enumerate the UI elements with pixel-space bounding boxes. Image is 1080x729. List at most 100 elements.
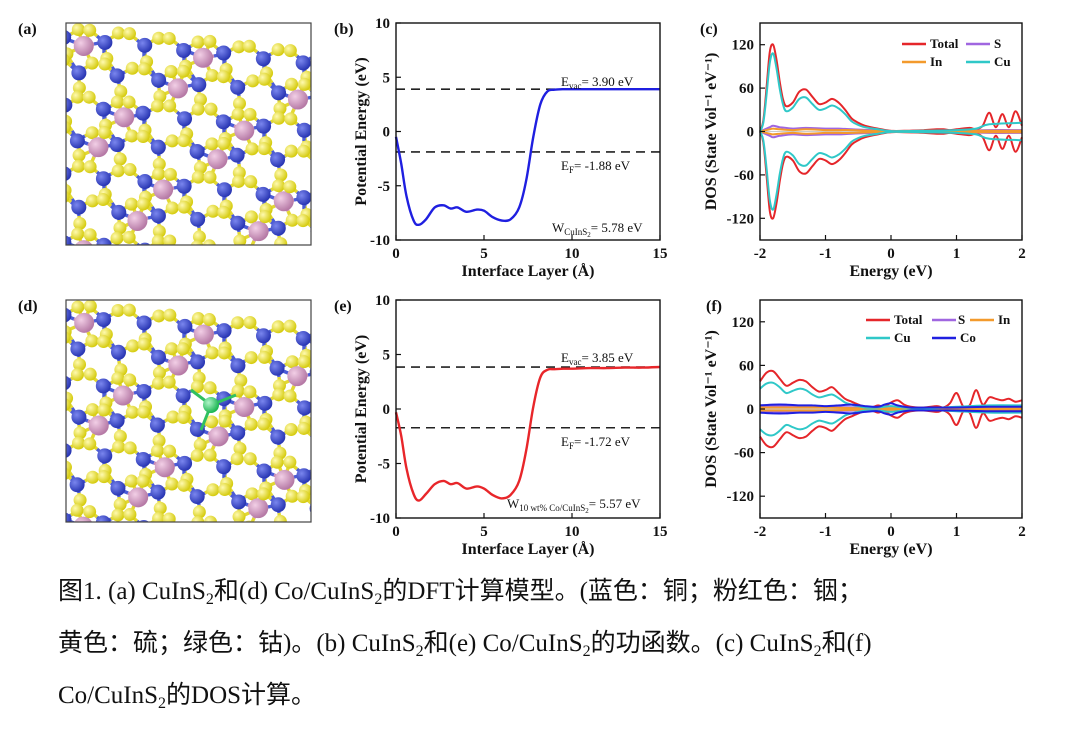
sulfur-atom	[244, 417, 258, 431]
y-tick-label-f: -120	[727, 489, 755, 505]
copper-atom	[69, 477, 85, 493]
copper-atom	[270, 429, 286, 445]
copper-atom	[255, 51, 271, 67]
indium-atom	[287, 89, 308, 110]
sulfur-atom	[113, 497, 127, 511]
sulfur-atom	[71, 90, 85, 104]
bond	[84, 525, 94, 527]
bond	[325, 224, 332, 228]
bond	[314, 547, 324, 551]
sulfur-atom	[311, 251, 324, 264]
bond	[224, 535, 225, 543]
x-tick-label-c: 0	[887, 246, 895, 262]
sulfur-atom	[297, 355, 311, 369]
sulfur-atom	[152, 366, 166, 380]
sulfur-atom	[165, 201, 179, 215]
sulfur-atom	[66, 398, 71, 412]
bond	[105, 254, 106, 262]
caption-line-2: 黄色：硫；绿色：钴)。(b) CuInS2和(e) Co/CuInS2的功函数。…	[58, 630, 872, 660]
sulfur-atom	[245, 142, 259, 156]
indium-atom	[74, 516, 93, 522]
sulfur-atom	[82, 90, 96, 104]
sulfur-atom	[274, 168, 288, 182]
sulfur-atom	[100, 533, 113, 546]
sulfur-atom	[284, 524, 297, 537]
bond	[66, 176, 67, 182]
bond	[315, 274, 324, 278]
sulfur-atom	[122, 27, 136, 41]
bond	[307, 372, 311, 377]
y-tick-label-c: -60	[734, 168, 754, 184]
copper-atom	[150, 208, 166, 224]
plot-frame-e	[395, 299, 661, 519]
bond	[65, 250, 66, 258]
bond	[184, 254, 194, 258]
bond	[201, 531, 204, 539]
bond	[145, 535, 146, 543]
bond	[264, 258, 271, 262]
ef-annotation-b: EF= -1.88 eV	[561, 158, 631, 175]
copper-atom	[216, 459, 232, 475]
bond	[50, 303, 57, 309]
sulfur-atom	[70, 368, 84, 382]
sulfur-atom	[205, 415, 219, 429]
bond	[198, 523, 201, 531]
indium-atom	[234, 120, 255, 141]
copper-atom	[66, 97, 73, 113]
sulfur-atom	[110, 231, 124, 245]
bond	[224, 254, 231, 258]
sulfur-atom	[217, 346, 231, 360]
bond	[198, 246, 201, 254]
bond	[177, 248, 184, 254]
sulfur-atom	[205, 68, 219, 82]
indium-atom	[128, 487, 149, 508]
sulfur-atom	[313, 174, 326, 187]
sulfur-atom	[151, 99, 165, 113]
bond	[207, 246, 210, 254]
sulfur-atom	[165, 342, 179, 356]
copper-atom	[66, 307, 72, 323]
sulfur-atom	[83, 505, 97, 519]
bond	[311, 258, 318, 262]
sulfur-atom	[217, 136, 231, 150]
sulfur-atom	[177, 200, 191, 214]
sulfur-atom	[43, 432, 56, 445]
bond	[307, 95, 311, 100]
bond	[306, 278, 315, 282]
indium-atom	[314, 541, 334, 561]
bond	[57, 236, 64, 242]
bond	[50, 94, 57, 100]
bond	[304, 543, 314, 547]
sulfur-atom	[165, 477, 179, 491]
sulfur-atom	[152, 224, 166, 238]
bond	[318, 441, 319, 449]
sulfur-atom	[206, 483, 220, 497]
bond	[306, 555, 315, 559]
copper-atom	[309, 504, 311, 513]
bond	[217, 252, 224, 258]
copper-atom	[109, 68, 125, 84]
sulfur-atom	[43, 364, 56, 377]
bond	[207, 523, 210, 531]
sulfur-atom	[230, 452, 244, 466]
sulfur-atom	[140, 536, 153, 549]
sulfur-atom	[124, 197, 138, 211]
bond	[315, 70, 324, 74]
y-tick-label-c: 0	[747, 125, 755, 141]
copper-atom	[297, 400, 311, 416]
indium-atom	[193, 324, 214, 345]
sulfur-atom	[111, 164, 125, 178]
bond	[65, 527, 66, 535]
sulfur-atom	[151, 376, 165, 390]
bond	[304, 266, 305, 274]
sulfur-atom	[71, 300, 85, 314]
copper-atom	[270, 497, 286, 513]
sulfur-atom	[44, 156, 57, 169]
copper-atom	[229, 147, 245, 163]
sulfur-atom	[190, 240, 204, 245]
sulfur-atom	[70, 503, 84, 517]
bond	[231, 250, 238, 254]
y-tick-label-c: 120	[732, 38, 755, 54]
bond	[210, 244, 212, 245]
y-tick-label-f: -60	[734, 446, 754, 462]
